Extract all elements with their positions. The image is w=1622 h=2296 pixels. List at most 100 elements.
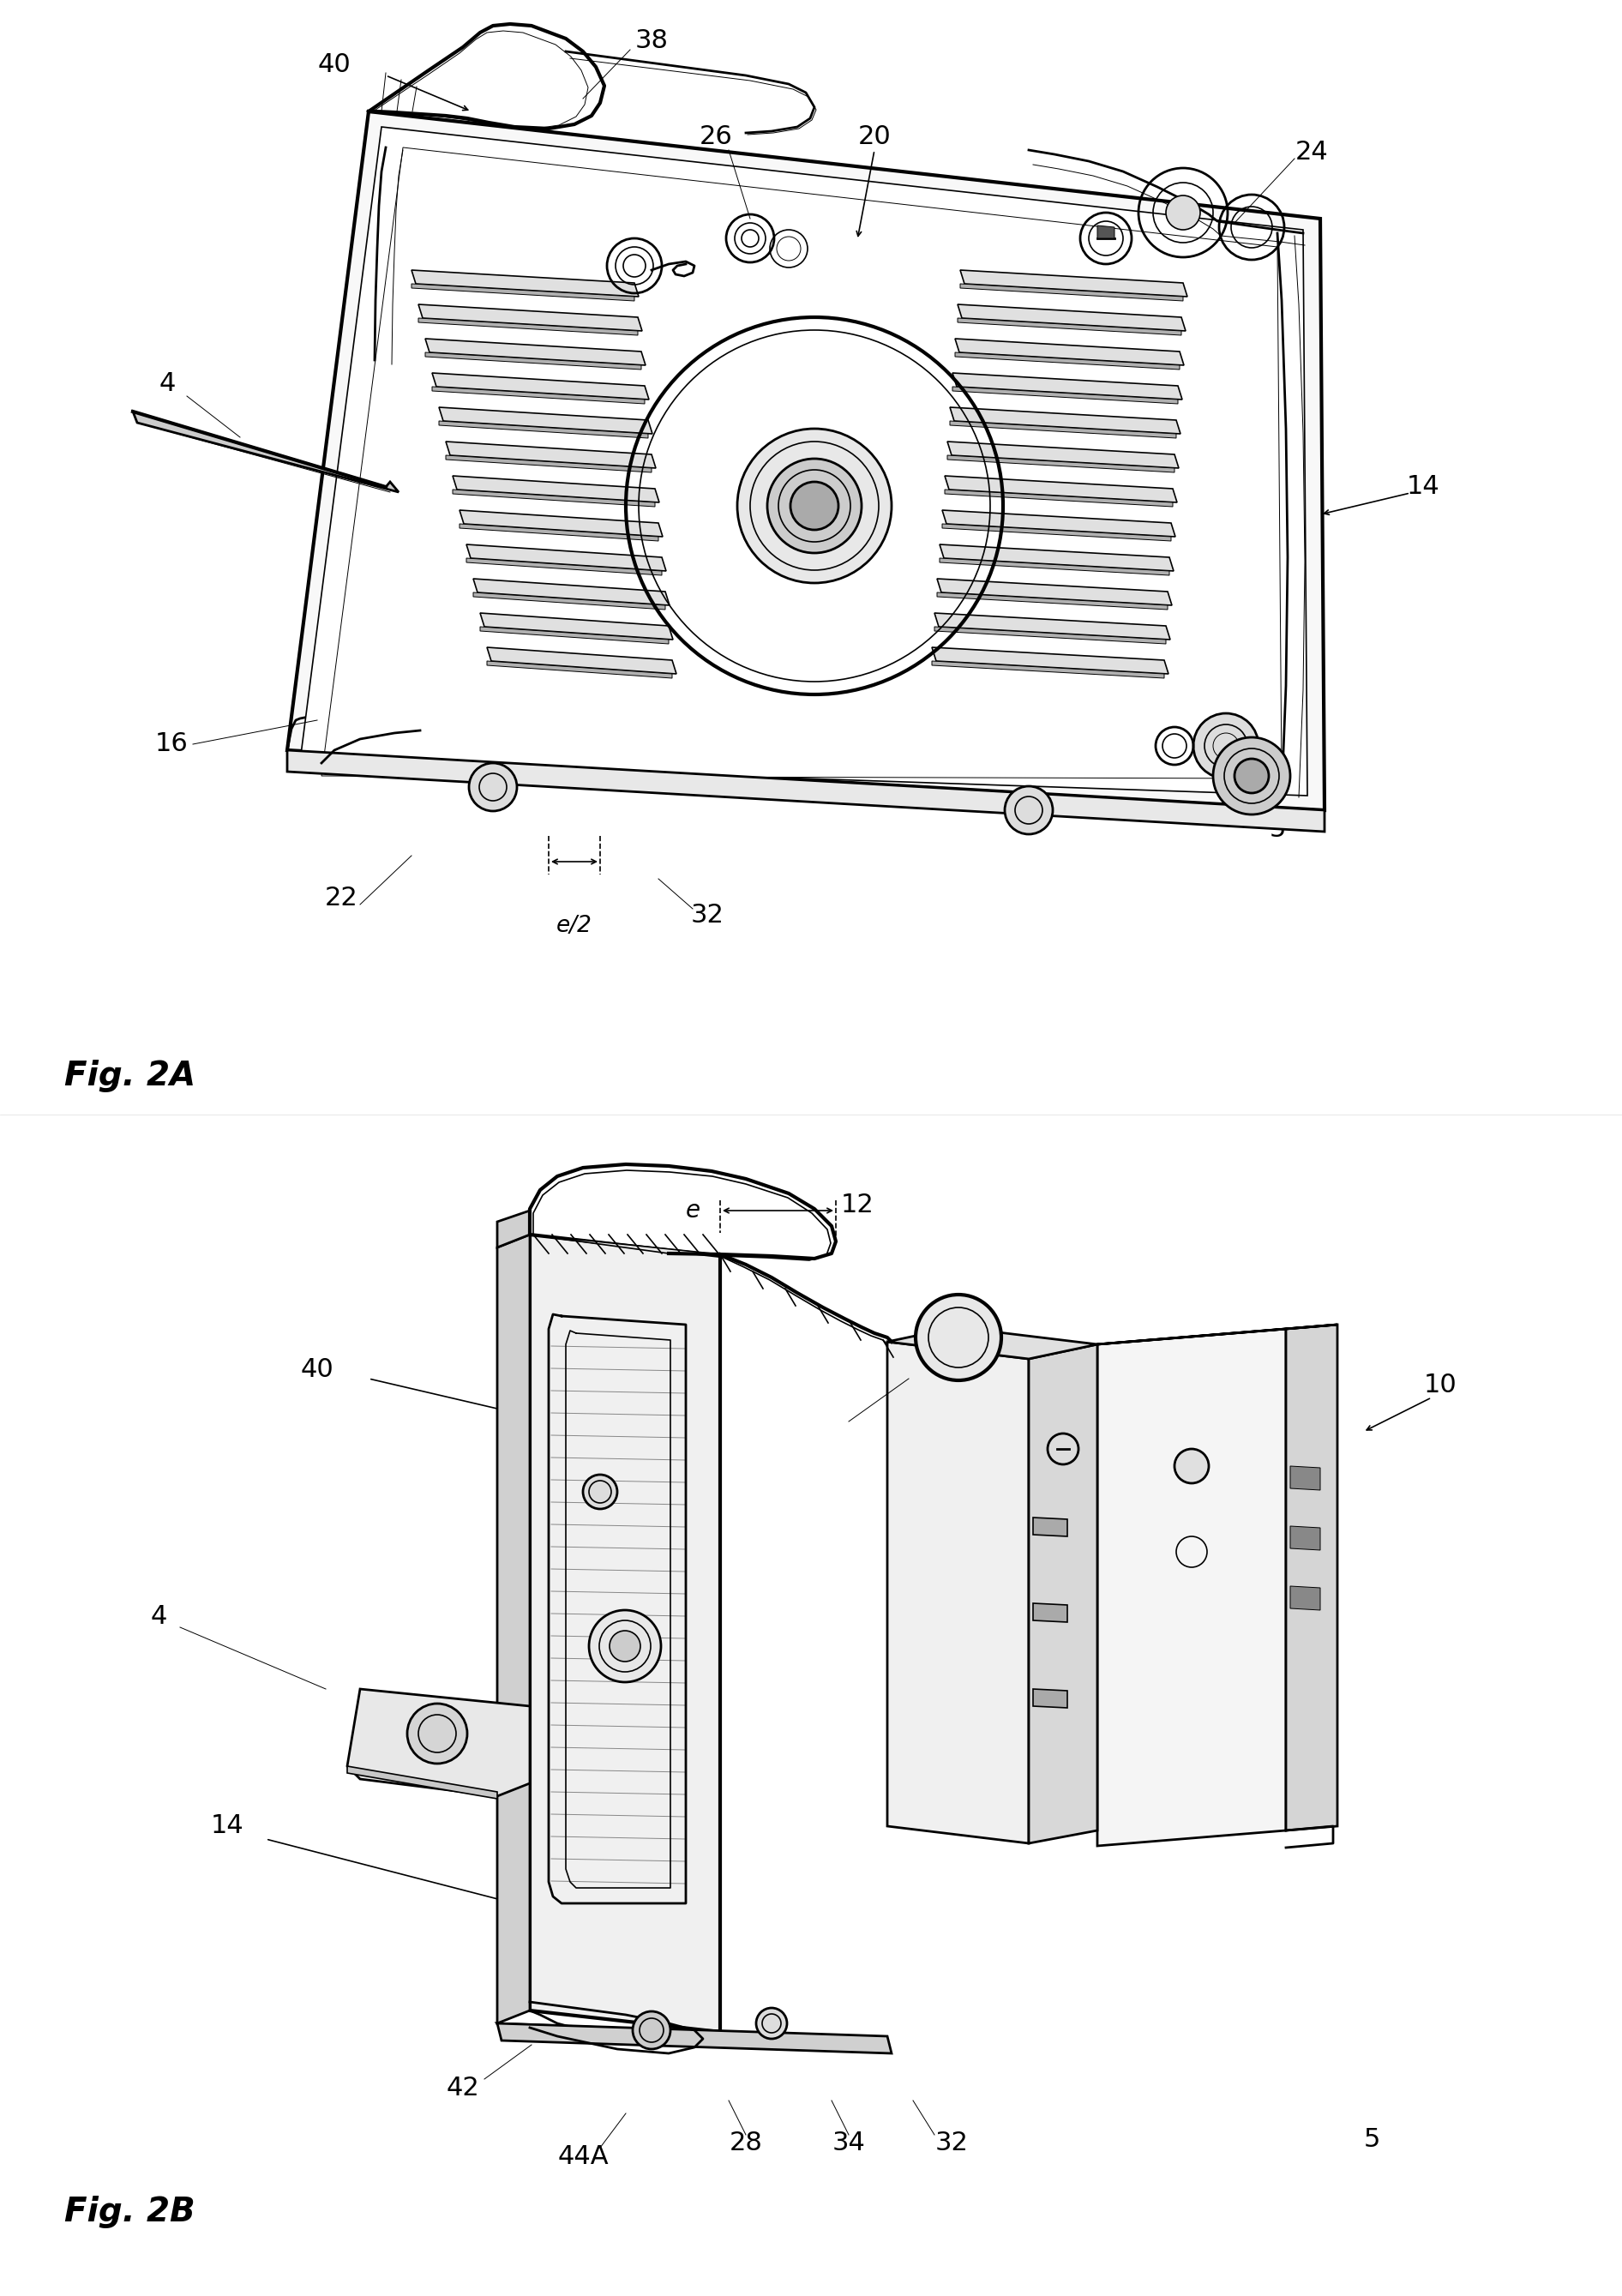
Polygon shape — [498, 2023, 892, 2053]
Polygon shape — [474, 592, 665, 608]
Text: 4: 4 — [159, 372, 175, 397]
Polygon shape — [453, 489, 655, 507]
Polygon shape — [952, 372, 1182, 400]
Polygon shape — [418, 305, 642, 331]
Polygon shape — [939, 544, 1174, 572]
Polygon shape — [498, 1210, 530, 1247]
Polygon shape — [487, 661, 672, 677]
Polygon shape — [347, 1766, 498, 1798]
Polygon shape — [955, 338, 1184, 365]
Circle shape — [407, 1704, 467, 1763]
Text: 34: 34 — [832, 2131, 866, 2156]
Circle shape — [1166, 195, 1200, 230]
Circle shape — [1004, 785, 1053, 833]
Circle shape — [589, 1609, 662, 1683]
Circle shape — [1174, 1449, 1208, 1483]
Circle shape — [756, 2009, 787, 2039]
Polygon shape — [412, 271, 639, 296]
Text: 42: 42 — [446, 2076, 480, 2101]
Polygon shape — [944, 489, 1173, 507]
Polygon shape — [1289, 1467, 1320, 1490]
Polygon shape — [321, 147, 1281, 778]
Polygon shape — [480, 627, 668, 643]
Circle shape — [633, 2011, 670, 2048]
Text: Fig. 2A: Fig. 2A — [65, 1061, 196, 1093]
Text: e/2: e/2 — [556, 914, 592, 937]
Circle shape — [469, 762, 517, 810]
Polygon shape — [1289, 1587, 1320, 1609]
Polygon shape — [446, 455, 652, 473]
Polygon shape — [1098, 1329, 1286, 1846]
Text: 44B: 44B — [913, 1357, 965, 1382]
Polygon shape — [933, 661, 1165, 677]
Polygon shape — [1098, 1325, 1338, 1345]
Polygon shape — [942, 510, 1176, 537]
Polygon shape — [957, 319, 1181, 335]
Polygon shape — [300, 126, 1307, 797]
Polygon shape — [498, 1235, 530, 2023]
Polygon shape — [480, 613, 673, 641]
Polygon shape — [133, 411, 399, 491]
Polygon shape — [440, 420, 649, 439]
Polygon shape — [1033, 1690, 1067, 1708]
Text: 18: 18 — [1025, 1373, 1058, 1396]
Circle shape — [738, 429, 892, 583]
Text: 40: 40 — [318, 53, 350, 76]
Polygon shape — [944, 475, 1178, 503]
Polygon shape — [942, 523, 1171, 542]
Polygon shape — [459, 510, 663, 537]
Text: 44A: 44A — [558, 2144, 608, 2170]
Text: 5: 5 — [1268, 817, 1286, 843]
Polygon shape — [412, 285, 634, 301]
Polygon shape — [347, 1690, 530, 1795]
Text: 12: 12 — [840, 1192, 874, 1217]
Polygon shape — [1286, 1325, 1338, 1830]
Text: 32: 32 — [934, 2131, 968, 2156]
Text: 5: 5 — [1364, 2126, 1380, 2151]
Text: 26: 26 — [699, 124, 733, 149]
Polygon shape — [947, 441, 1179, 468]
Polygon shape — [933, 647, 1168, 675]
Polygon shape — [425, 351, 641, 370]
Circle shape — [1213, 737, 1289, 815]
Polygon shape — [530, 1235, 720, 2032]
Polygon shape — [938, 579, 1173, 606]
Polygon shape — [887, 1341, 1028, 1844]
Circle shape — [1194, 714, 1259, 778]
Polygon shape — [287, 751, 1325, 831]
Polygon shape — [431, 386, 644, 404]
Text: 38: 38 — [634, 30, 668, 53]
Polygon shape — [467, 558, 662, 576]
Polygon shape — [939, 558, 1169, 576]
Polygon shape — [440, 406, 652, 434]
Polygon shape — [934, 627, 1166, 643]
Circle shape — [582, 1474, 618, 1508]
Polygon shape — [467, 544, 667, 572]
Text: 14: 14 — [1406, 475, 1440, 501]
Polygon shape — [955, 351, 1179, 370]
Circle shape — [1234, 758, 1268, 792]
Polygon shape — [1289, 1527, 1320, 1550]
Text: 24: 24 — [1294, 140, 1328, 165]
Circle shape — [610, 1630, 641, 1662]
Polygon shape — [530, 1235, 720, 1254]
Polygon shape — [1033, 1603, 1067, 1621]
Polygon shape — [459, 523, 659, 542]
Text: Fig. 2B: Fig. 2B — [65, 2195, 195, 2229]
Text: 28: 28 — [730, 2131, 762, 2156]
Polygon shape — [1033, 1518, 1067, 1536]
Polygon shape — [418, 319, 637, 335]
Polygon shape — [287, 113, 1325, 810]
Text: 10: 10 — [1424, 1373, 1457, 1396]
Polygon shape — [950, 406, 1181, 434]
Text: 4: 4 — [151, 1603, 167, 1628]
Polygon shape — [950, 420, 1176, 439]
Polygon shape — [934, 613, 1169, 641]
Polygon shape — [887, 1327, 1098, 1359]
Polygon shape — [446, 441, 655, 468]
Polygon shape — [960, 285, 1182, 301]
Polygon shape — [498, 2023, 733, 2046]
Text: 20: 20 — [858, 124, 890, 149]
Polygon shape — [947, 455, 1174, 473]
Circle shape — [1048, 1433, 1079, 1465]
